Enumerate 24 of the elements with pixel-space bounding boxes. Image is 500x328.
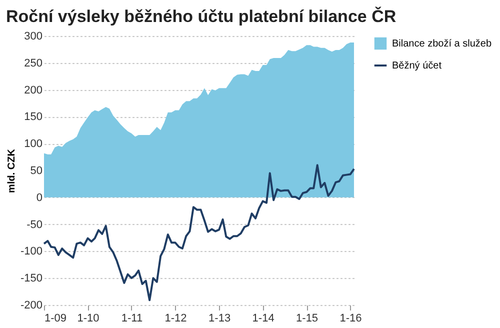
y-tick-label: 100 [24, 138, 42, 150]
x-tick-label: 1-12 [164, 312, 187, 324]
x-tick-label: 1-14 [252, 312, 274, 324]
y-tick-label: -150 [20, 272, 42, 285]
x-tick-label: 1-10 [77, 312, 100, 324]
y-tick-label: 250 [24, 57, 42, 70]
legend-label: Bilance zboží a služeb [392, 38, 492, 50]
y-tick-label: 200 [24, 84, 42, 96]
x-tick-label: 1-09 [44, 312, 67, 324]
x-tick-label: 1-15 [296, 312, 318, 324]
y-axis-title: mld. CZK [6, 148, 18, 193]
x-tick-label: 1-11 [121, 312, 143, 324]
y-tick-label: 150 [24, 111, 42, 124]
y-tick-label: -200 [20, 300, 42, 312]
x-tick-label: 1-16 [340, 312, 362, 324]
y-tick-label: -50 [26, 218, 42, 231]
line-series [43, 164, 355, 302]
chart-title: Roční výsleky běžného účtu platební bilance ČR [6, 6, 396, 26]
x-tick-label: 1-13 [208, 312, 231, 324]
legend-label: Běžný účet [392, 60, 442, 72]
y-tick-label: 0 [36, 192, 42, 204]
y-tick-label: 50 [30, 165, 42, 177]
y-tick-label: 300 [24, 30, 42, 42]
y-tick-label: -100 [20, 246, 42, 258]
